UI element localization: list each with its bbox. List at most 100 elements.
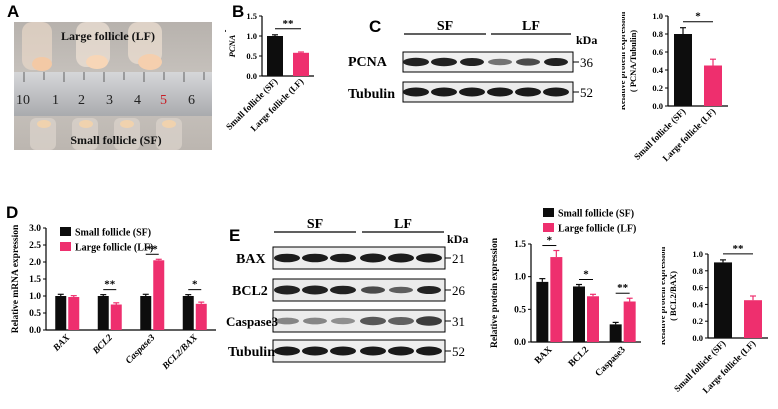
ruler-number: 2 (78, 93, 85, 108)
bar-lf (110, 304, 122, 330)
y-tick-label: 0.5 (29, 309, 41, 319)
legend-label: Large follicle (LF) (558, 224, 636, 235)
x-category-label: Caspase3 (124, 333, 157, 366)
y-axis-label: Relative mRNA expression of (225, 10, 226, 99)
significance-label: * (192, 279, 198, 291)
band-label-tubulin: Tubulin (348, 87, 395, 102)
blot-group-lf: LF (394, 217, 412, 232)
y-tick-label: 0.0 (246, 71, 257, 81)
ruler-number: 1 (52, 93, 59, 108)
blot-c-pcna: SF LF kDa PCNA 36 Tubulin 52 (348, 19, 597, 103)
x-category-label: BAX (533, 345, 554, 366)
follicle-photo: Large follicle (LF) Small follicle (SF) … (14, 22, 212, 150)
bar-sf (97, 296, 109, 330)
blot-kda-label: kDa (447, 232, 468, 246)
y-tick-label: 1.5 (246, 11, 257, 21)
legend-swatch (543, 208, 554, 217)
legend-label: Small follicle (SF) (558, 209, 634, 220)
y-tick-label: 0.0 (514, 338, 526, 348)
band-label-bax: BAX (236, 252, 266, 267)
chart-e-apoptosis-protein: 0.0 0.5 1.0 1.5 Relative protein expression B… (490, 208, 641, 379)
x-category-label: Small follicle (SF) (632, 106, 688, 162)
y-tick-label: 1.5 (29, 275, 41, 285)
bar-lf (153, 260, 165, 330)
large-follicle-photo-label: Large follicle (LF) (61, 29, 155, 43)
y-tick-label: 1.0 (514, 273, 526, 283)
panel-letter-e: E (229, 226, 241, 245)
y-axis-label-group: Relative protein expression (490, 237, 500, 348)
blot-group-sf: SF (307, 217, 323, 232)
bar-lf (293, 52, 309, 76)
mw-label: 52 (580, 85, 593, 100)
legend-swatch (543, 223, 554, 232)
band-label-tubulin: Tubulin (228, 345, 275, 360)
small-follicle-photo-label: Small follicle (SF) (70, 133, 161, 147)
blot-group-lf: LF (522, 19, 540, 34)
bar-sf (267, 36, 283, 76)
significance-label: ** (104, 279, 116, 291)
bar-lf (550, 257, 563, 342)
mw-label: 21 (452, 251, 465, 266)
y-tick-label: 0.4 (652, 65, 663, 75)
y-tick-label: 0.8 (652, 29, 663, 39)
x-category-label: BCL2 (91, 333, 115, 357)
mw-label: 36 (580, 55, 594, 70)
chart-b-pcna-mrna: 0.0 0.5 1.0 1.5 Relative mRNA expression ofP… (225, 10, 314, 133)
panel-letter-d: D (6, 203, 19, 222)
legend-label: Large follicle (LF) (75, 243, 153, 254)
y-axis-label-group: Relative mRNA expression ofPCNA (225, 10, 237, 99)
bar-lf (68, 297, 80, 330)
blot-e-apoptosis: SF LF kDa BAX 21 BCL2 26 Caspase3 31 Tub… (226, 217, 468, 363)
bar-sf (55, 296, 67, 330)
band-label-bcl2: BCL2 (232, 284, 268, 299)
significance-label: ** (283, 18, 295, 30)
x-category-label: Large follicle (LF) (661, 106, 718, 163)
mw-label: 26 (452, 283, 466, 298)
y-tick-label: 2.0 (29, 258, 41, 268)
blot-group-sf: SF (437, 19, 453, 34)
y-axis-label: Relative mRNA expression (11, 224, 21, 333)
x-category-label: BCL2 (567, 345, 591, 369)
band-label-pcna: PCNA (348, 55, 388, 70)
ruler-number: 3 (106, 93, 113, 108)
legend-swatch (60, 227, 71, 236)
y-axis-label-group: Relative protein expression( BCL2/BAX) (662, 247, 678, 346)
chart-e-bcl2-bax-ratio: 0.0 0.2 0.4 0.6 0.8 1.0 Relative protein expre… (662, 243, 768, 395)
y-tick-label: 0.5 (514, 305, 526, 315)
bar-sf (140, 296, 152, 330)
bar-sf (674, 34, 692, 106)
y-tick-label: 2.5 (29, 241, 41, 251)
y-tick-label: 0.5 (246, 51, 257, 61)
y-tick-label: 0.6 (652, 47, 663, 57)
y-tick-label: 0.8 (692, 266, 703, 276)
bar-lf (744, 300, 762, 338)
panel-letter-a: A (7, 2, 20, 21)
bar-sf (182, 296, 194, 330)
y-axis-label: PCNA (227, 34, 237, 57)
y-tick-label: 0.6 (692, 283, 703, 293)
y-tick-label: 0.2 (692, 316, 703, 326)
y-tick-label: 1.0 (29, 292, 41, 302)
y-tick-label: 3.0 (29, 224, 41, 234)
y-tick-label: 1.5 (514, 240, 526, 250)
y-tick-label: 1.0 (246, 31, 257, 41)
ruler-number: 4 (134, 93, 141, 108)
y-axis-label: ( PCNA/Tubulin) (628, 30, 638, 92)
y-axis-label: Relative protein expression (490, 237, 500, 348)
y-axis-label: ( BCL2/BAX) (668, 271, 678, 321)
y-tick-label: 0.0 (652, 101, 663, 111)
bar-lf (587, 296, 599, 342)
x-category-label: BAX (51, 333, 73, 355)
y-tick-label: 0.0 (29, 326, 41, 336)
band-label-caspase3: Caspase3 (226, 314, 279, 329)
significance-label: * (583, 269, 589, 281)
blot-kda-label: kDa (576, 33, 597, 47)
y-tick-label: 0.2 (652, 83, 663, 93)
bar-sf (573, 286, 585, 342)
x-category-label: Caspase3 (594, 345, 628, 379)
bar-sf (609, 324, 622, 342)
chart-c-pcna-protein: 0.0 0.2 0.4 0.6 0.8 1.0 Relative protein expre… (622, 11, 728, 163)
significance-label: * (547, 235, 553, 247)
bar-sf (536, 281, 549, 342)
mw-label: 52 (452, 344, 465, 359)
